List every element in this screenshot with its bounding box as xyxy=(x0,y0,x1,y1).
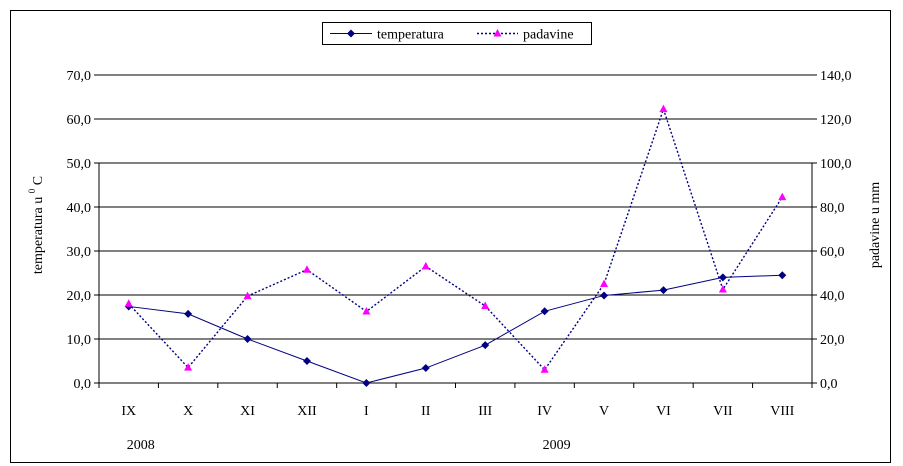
left-axis-ticks: 0,0 10,0 20,0 30,0 40,0 50,0 60,0 70,0 xyxy=(67,69,99,392)
legend-entry-temperatura: temperatura xyxy=(330,28,445,43)
left-tick-label: 0,0 xyxy=(74,377,92,392)
y-axis-label-sup: 0 xyxy=(27,188,37,193)
point-temperatura xyxy=(362,379,371,387)
left-tick-label: 20,0 xyxy=(67,289,92,304)
series-markers xyxy=(124,104,787,387)
y-axis-label: temperatura u 0 C xyxy=(24,176,46,274)
x-tick-label: VII xyxy=(713,404,733,419)
series-lines xyxy=(128,106,783,384)
y-axis-label-text: temperatura u xyxy=(31,197,46,274)
right-tick-label: 0,0 xyxy=(820,377,838,392)
point-padavine xyxy=(421,261,430,270)
point-padavine xyxy=(184,363,193,371)
series-line-padavine xyxy=(128,106,783,371)
right-tick-label: 140,0 xyxy=(820,69,852,84)
point-padavine xyxy=(124,299,133,307)
x-axis-ticks: IX X XI XII I II III IV V VI VII VIII xyxy=(98,383,813,419)
year-label: 2008 xyxy=(127,438,155,453)
x-tick-label: XI xyxy=(240,404,255,419)
gridlines xyxy=(99,74,812,384)
point-temperatura xyxy=(302,357,311,365)
chart-border xyxy=(10,10,891,463)
x-tick-label: III xyxy=(478,404,492,419)
point-temperatura xyxy=(184,309,193,318)
y-axis-label-suffix: C xyxy=(31,176,46,185)
year-label: 2009 xyxy=(543,438,571,453)
point-padavine xyxy=(718,285,727,293)
right-tick-label: 20,0 xyxy=(820,333,845,348)
right-tick-label: 120,0 xyxy=(820,113,852,128)
point-temperatura xyxy=(421,364,430,373)
left-tick-label: 10,0 xyxy=(67,333,92,348)
y2-axis-label: padavine u mm xyxy=(868,182,883,268)
point-temperatura xyxy=(778,271,787,280)
x-tick-label: VIII xyxy=(770,404,794,419)
x-tick-label: V xyxy=(599,404,609,419)
legend-entry-padavine: padavine xyxy=(477,28,574,43)
point-padavine xyxy=(659,104,668,113)
legend-padavine-marker xyxy=(493,29,502,37)
point-padavine xyxy=(540,365,549,373)
right-axis-ticks: 0,0 20,0 40,0 60,0 80,0 100,0 120,0 140,0 xyxy=(812,69,852,392)
point-temperatura xyxy=(718,273,727,282)
legend: temperatura padavine xyxy=(322,22,592,45)
x-tick-label: IX xyxy=(121,404,136,419)
x-tick-label: I xyxy=(364,404,369,419)
point-padavine xyxy=(481,301,490,309)
legend-padavine-label: padavine xyxy=(523,28,574,43)
left-tick-label: 70,0 xyxy=(67,69,92,84)
x-tick-label: VI xyxy=(656,404,671,419)
point-temperatura xyxy=(540,307,549,316)
year-labels: 2008 2009 xyxy=(127,438,571,453)
right-tick-label: 60,0 xyxy=(820,245,845,260)
point-temperatura xyxy=(243,335,252,343)
point-temperatura xyxy=(481,341,490,350)
x-tick-label: X xyxy=(183,404,193,419)
left-tick-label: 50,0 xyxy=(67,157,92,172)
left-tick-label: 60,0 xyxy=(67,113,92,128)
point-temperatura xyxy=(600,291,609,300)
legend-temperatura-marker xyxy=(347,29,355,38)
point-padavine xyxy=(362,307,371,315)
legend-box xyxy=(322,22,592,45)
x-tick-label: IV xyxy=(537,404,552,419)
x-tick-label: XII xyxy=(297,404,317,419)
x-tick-label: II xyxy=(421,404,431,419)
right-tick-label: 100,0 xyxy=(820,157,852,172)
point-padavine xyxy=(243,291,252,300)
point-padavine xyxy=(600,279,609,287)
legend-temperatura-label: temperatura xyxy=(377,28,445,43)
point-temperatura xyxy=(659,286,668,295)
right-tick-label: 40,0 xyxy=(820,289,845,304)
right-tick-label: 80,0 xyxy=(820,201,845,216)
point-padavine xyxy=(302,265,311,273)
series-line-temperatura xyxy=(128,274,783,384)
point-padavine xyxy=(778,192,787,201)
left-tick-label: 40,0 xyxy=(67,201,92,216)
left-tick-label: 30,0 xyxy=(67,245,92,260)
